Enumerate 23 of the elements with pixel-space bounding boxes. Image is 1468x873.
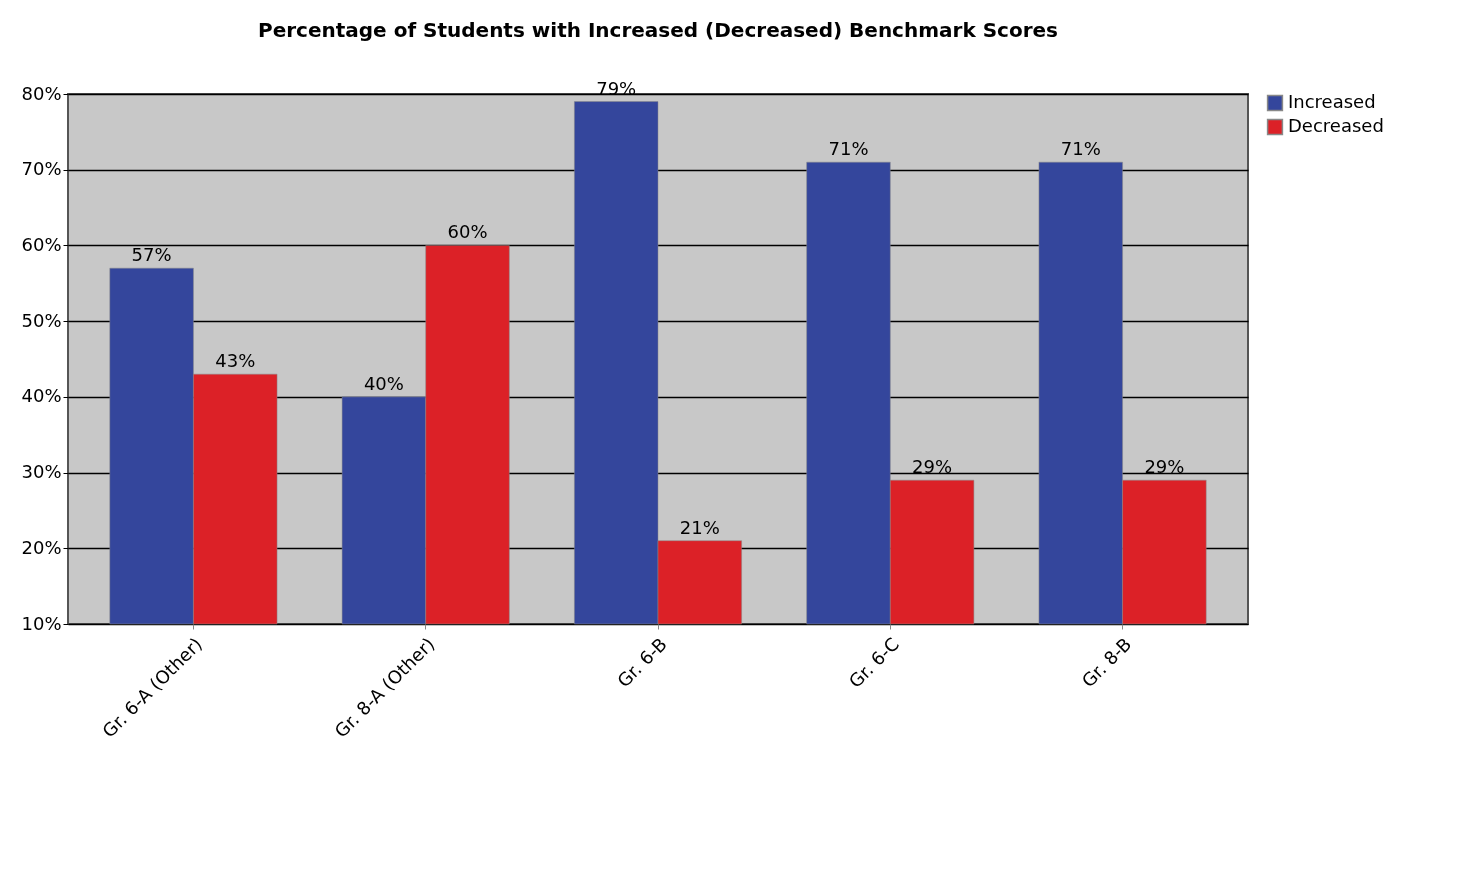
y-tick-label: 80% — [21, 82, 62, 104]
y-tick-label: 60% — [21, 233, 62, 255]
legend-label: Increased — [1288, 91, 1376, 112]
data-label: 57% — [131, 244, 172, 266]
chart-title: Percentage of Students with Increased (Decreased) Benchmark Scores — [257, 17, 1059, 42]
data-label: 43% — [215, 350, 256, 372]
data-label: 21% — [679, 516, 720, 538]
y-tick-label: 70% — [21, 158, 62, 180]
data-label: 71% — [1060, 138, 1101, 160]
x-tick-label: Gr. 6-B — [612, 633, 671, 692]
data-label: 29% — [1144, 456, 1185, 478]
x-tick-label: Gr. 6-C — [844, 633, 904, 692]
data-label: 71% — [828, 138, 869, 160]
y-tick-label: 30% — [21, 461, 62, 483]
y-tick-label: 10% — [21, 612, 62, 634]
y-tick-label: 20% — [21, 536, 62, 558]
y-tick-label: 40% — [21, 385, 62, 407]
x-tick-label: Gr. 8-B — [1077, 633, 1136, 692]
data-label: 60% — [447, 221, 488, 243]
legend-label: Decreased — [1288, 115, 1384, 136]
data-label: 40% — [363, 372, 404, 394]
y-tick-label: 50% — [21, 309, 62, 331]
data-label: 29% — [912, 456, 953, 478]
